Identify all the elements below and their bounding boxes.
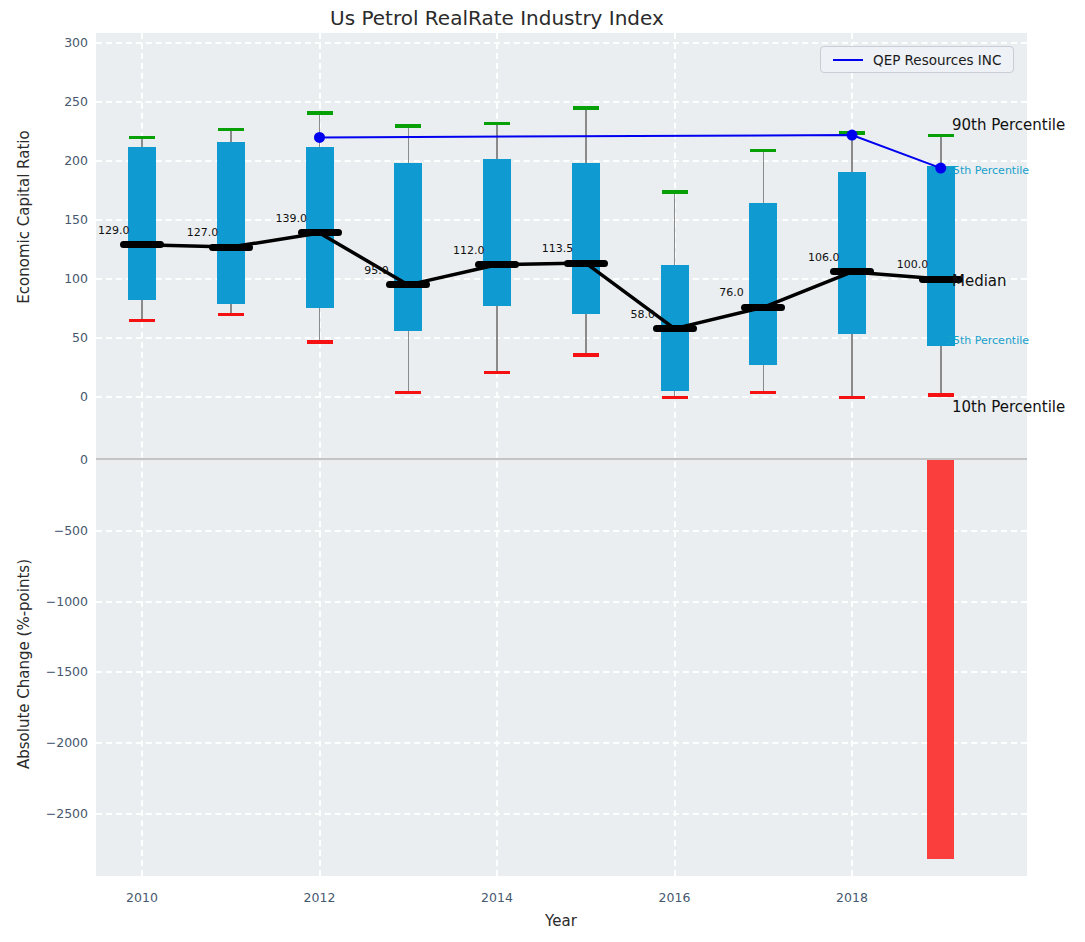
boxplot-box — [306, 147, 334, 309]
gridline-horizontal — [96, 530, 1027, 532]
legend-line-sample — [833, 59, 863, 61]
median-marker — [120, 241, 164, 248]
boxplot-box — [483, 159, 511, 307]
median-marker — [653, 325, 697, 332]
median-value-label: 76.0 — [719, 286, 744, 299]
median-marker — [741, 304, 785, 311]
boxplot-cap-10th — [573, 353, 599, 357]
y-tick-top: 300 — [40, 35, 88, 50]
median-value-label: 106.0 — [808, 251, 840, 264]
boxplot-cap-10th — [484, 371, 510, 375]
boxplot-cap-10th — [662, 396, 688, 400]
x-tick: 2012 — [290, 890, 350, 905]
y-tick-bottom: 0 — [32, 452, 88, 467]
gridline-horizontal — [96, 337, 1027, 339]
y-axis-label-top: Economic Capital Ratio — [15, 127, 33, 307]
change-bar — [927, 460, 954, 859]
percentile-annotation: 10th Percentile — [952, 398, 1065, 416]
gridline-horizontal — [96, 101, 1027, 103]
boxplot-box — [838, 172, 866, 335]
median-value-label: 113.5 — [542, 242, 574, 255]
boxplot-cap-90th — [839, 131, 865, 135]
legend: QEP Resources INC — [820, 46, 1014, 73]
y-tick-bottom: −500 — [32, 523, 88, 538]
boxplot-cap-90th — [928, 134, 954, 138]
x-axis-label: Year — [511, 912, 611, 930]
boxplot-cap-90th — [129, 136, 155, 140]
median-value-label: 139.0 — [276, 212, 308, 225]
x-tick: 2018 — [822, 890, 882, 905]
gridline-horizontal — [96, 813, 1027, 815]
gridline-horizontal — [96, 742, 1027, 744]
percentile-annotation: 75th Percentile — [946, 164, 1029, 177]
boxplot-cap-90th — [750, 149, 776, 153]
x-tick: 2016 — [645, 890, 705, 905]
gridline-horizontal — [96, 601, 1027, 603]
boxplot-cap-10th — [395, 391, 421, 395]
boxplot-box — [927, 166, 955, 347]
y-tick-top: 150 — [40, 212, 88, 227]
y-tick-top: 200 — [40, 153, 88, 168]
y-tick-top: 250 — [40, 94, 88, 109]
boxplot-cap-10th — [928, 393, 954, 397]
median-marker — [475, 261, 519, 268]
boxplot-box — [128, 147, 156, 300]
y-tick-top: 0 — [40, 389, 88, 404]
median-value-label: 112.0 — [453, 244, 485, 257]
boxplot-cap-90th — [395, 124, 421, 128]
x-tick: 2014 — [467, 890, 527, 905]
figure: Us Petrol RealRate Industry Index Econom… — [0, 0, 1085, 942]
x-tick: 2010 — [112, 890, 172, 905]
y-tick-top: 100 — [40, 271, 88, 286]
y-tick-bottom: −1000 — [32, 594, 88, 609]
boxplot-cap-10th — [750, 391, 776, 395]
y-tick-bottom: −1500 — [32, 664, 88, 679]
median-marker — [386, 281, 430, 288]
median-marker — [298, 229, 342, 236]
y-axis-label-bottom: Absolute Change (%-points) — [15, 529, 33, 799]
median-value-label: 100.0 — [897, 258, 929, 271]
gridline-horizontal — [96, 671, 1027, 673]
boxplot-box — [572, 163, 600, 314]
median-marker — [830, 268, 874, 275]
median-value-label: 95.0 — [364, 264, 389, 277]
percentile-annotation: 90th Percentile — [952, 116, 1065, 134]
boxplot-box — [217, 142, 245, 304]
y-tick-bottom: −2000 — [32, 735, 88, 750]
y-tick-bottom: −2500 — [32, 806, 88, 821]
zero-line — [96, 458, 1027, 460]
legend-label: QEP Resources INC — [873, 52, 1001, 68]
boxplot-cap-90th — [484, 122, 510, 126]
gridline-horizontal — [96, 42, 1027, 44]
boxplot-cap-90th — [307, 111, 333, 115]
boxplot-box — [394, 163, 422, 331]
percentile-annotation: 25th Percentile — [946, 334, 1029, 347]
boxplot-cap-10th — [839, 396, 865, 400]
boxplot-cap-90th — [662, 190, 688, 194]
gridline-horizontal — [96, 396, 1027, 398]
boxplot-cap-90th — [218, 128, 244, 132]
boxplot-cap-10th — [307, 340, 333, 344]
chart-title: Us Petrol RealRate Industry Index — [330, 6, 664, 30]
median-value-label: 127.0 — [187, 226, 219, 239]
boxplot-cap-10th — [218, 313, 244, 317]
boxplot-cap-90th — [573, 106, 599, 110]
percentile-annotation: Median — [952, 272, 1007, 290]
median-marker — [209, 244, 253, 251]
boxplot-box — [749, 203, 777, 365]
median-marker — [564, 260, 608, 267]
median-value-label: 129.0 — [98, 224, 130, 237]
median-value-label: 58.0 — [631, 308, 656, 321]
boxplot-cap-10th — [129, 319, 155, 323]
y-tick-top: 50 — [40, 330, 88, 345]
